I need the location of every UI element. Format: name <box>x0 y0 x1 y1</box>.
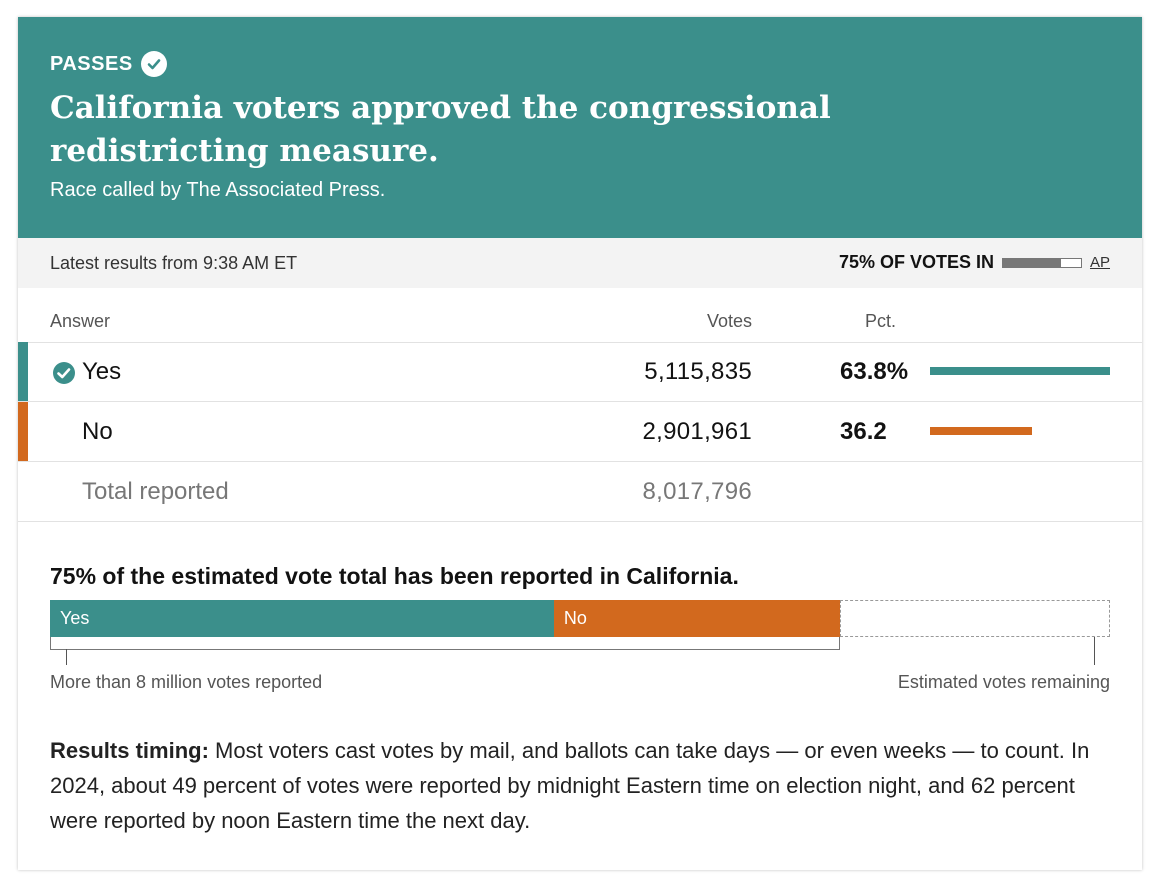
vote-count: 2,901,961 <box>642 418 752 445</box>
votes-in-label: 75% OF VOTES IN <box>838 252 994 272</box>
votes-in-indicator: 75% OF VOTES IN AP <box>839 252 1110 273</box>
yes-segment: Yes <box>50 600 554 637</box>
votes-column-header: Votes <box>706 311 752 331</box>
latest-results-time: Latest results from 9:38 AM ET <box>50 253 298 273</box>
percent-bar <box>930 367 1110 375</box>
remaining-tick <box>1094 637 1095 665</box>
reported-note: More than 8 million votes reported <box>50 672 323 692</box>
remaining-segment <box>839 600 1110 637</box>
headline: California voters approved the congressi… <box>50 90 831 169</box>
timing-text: Most voters cast votes by mail, and ball… <box>50 738 1090 833</box>
total-vote-count: 8,017,796 <box>642 478 752 505</box>
status-bar: Latest results from 9:38 AM ET 75% OF VO… <box>18 238 1142 288</box>
votes-in-progress-fill <box>1002 258 1062 267</box>
answer-column-header: Answer <box>50 311 111 331</box>
answer-label: Yes <box>82 358 122 385</box>
check-icon <box>140 51 167 77</box>
vote-count: 5,115,835 <box>644 358 752 385</box>
reported-bracket <box>50 637 840 650</box>
total-label: Total reported <box>82 478 229 505</box>
yes-color-swatch <box>18 342 28 401</box>
results-timing-note: Results timing: Most voters cast votes b… <box>50 733 1110 838</box>
segment-label: No <box>563 608 587 628</box>
results-table-header: Answer Votes Pct. <box>18 288 1142 343</box>
segment-label: Yes <box>60 608 90 628</box>
timing-label: Results timing: <box>50 738 209 763</box>
result-header: PASSES California voters approved the co… <box>18 17 1142 238</box>
results-card: PASSES California voters approved the co… <box>18 17 1142 870</box>
reported-tick <box>66 649 67 665</box>
ap-source-link[interactable]: AP <box>1089 254 1110 271</box>
estimated-vote-bar: Yes No <box>50 600 1110 637</box>
estimate-summary: 75% of the estimated vote total has been… <box>50 563 739 589</box>
table-row-total: Total reported 8,017,796 <box>18 462 1142 522</box>
winner-check-icon <box>52 361 76 390</box>
table-row-no: No 2,901,961 36.2 <box>18 402 1142 462</box>
race-called-note: Race called by The Associated Press. <box>50 179 386 201</box>
vote-percent: 63.8% <box>840 358 909 385</box>
no-segment: No <box>553 600 840 637</box>
percent-bar <box>930 427 1033 435</box>
table-row-yes: Yes 5,115,835 63.8% <box>18 342 1142 402</box>
answer-label: No <box>82 418 113 445</box>
no-color-swatch <box>18 402 28 461</box>
pct-column-header: Pct. <box>865 311 897 331</box>
vote-percent: 36.2 <box>840 418 887 445</box>
status-label: PASSES <box>50 51 167 77</box>
votes-in-progress-bar <box>1001 257 1082 268</box>
remaining-note: Estimated votes remaining <box>897 672 1110 692</box>
status-text: PASSES <box>50 52 133 75</box>
